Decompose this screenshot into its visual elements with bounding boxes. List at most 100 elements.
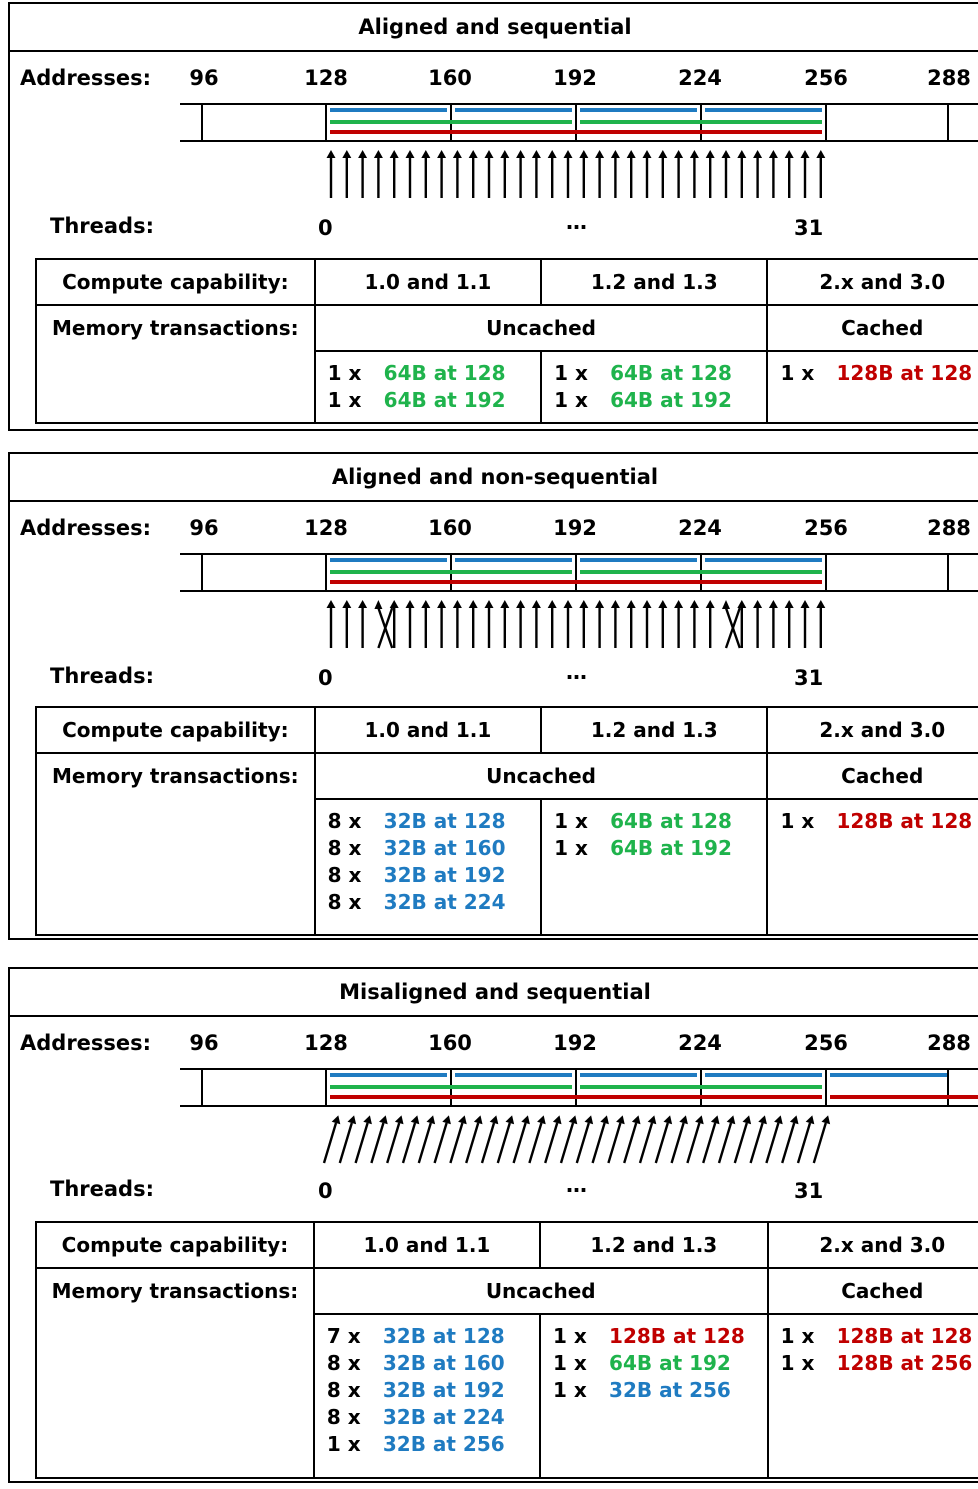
thread-arrow bbox=[528, 1115, 546, 1164]
transaction-size: 32B at 160 bbox=[383, 836, 506, 860]
thread-arrow-head bbox=[626, 600, 636, 608]
address-tick: 96 bbox=[189, 516, 219, 540]
thread-arrow bbox=[563, 150, 573, 198]
transaction-size: 32B at 224 bbox=[383, 890, 506, 914]
cc-2x-30-header: 2.x and 3.0 bbox=[766, 258, 978, 306]
panel-misaligned-sequential: Misaligned and sequential Addresses: 96 … bbox=[8, 967, 978, 1483]
address-tick: 96 bbox=[189, 66, 219, 90]
thread-arrow bbox=[468, 600, 478, 648]
thread-arrow-shaft bbox=[465, 1122, 480, 1164]
thread-arrow-head bbox=[452, 150, 462, 158]
thread-arrow-shaft bbox=[781, 1122, 796, 1164]
transactions-cell: 1 x 128B at 128 1 x 128B at 256 bbox=[766, 1313, 978, 1479]
transaction-multiplier: 1 x bbox=[326, 1432, 361, 1456]
thread-arrow bbox=[500, 150, 510, 198]
thread-arrow-head bbox=[774, 1115, 783, 1125]
thread-arrow-head bbox=[405, 600, 415, 608]
thread-arrow-head bbox=[768, 150, 778, 158]
thread-arrow bbox=[401, 1115, 420, 1164]
panel-title: Misaligned and sequential bbox=[10, 969, 978, 1017]
thread-arrow-head bbox=[410, 1115, 420, 1125]
thread-arrow bbox=[480, 1115, 499, 1164]
thread-arrow-head bbox=[689, 600, 699, 608]
panel-title: Aligned and non-sequential bbox=[10, 454, 978, 502]
transaction-line: 8 x 32B at 192 bbox=[328, 862, 540, 889]
cached-header: Cached bbox=[766, 304, 978, 352]
thread-arrow bbox=[559, 1115, 578, 1164]
transaction-size: 64B at 192 bbox=[609, 1351, 731, 1375]
thread-arrow bbox=[433, 1115, 451, 1164]
transaction-multiplier: 1 x bbox=[780, 1324, 815, 1348]
thread-arrow-head bbox=[616, 1115, 625, 1125]
thread-arrow bbox=[702, 1115, 720, 1164]
thread-arrow bbox=[405, 600, 415, 648]
thread-arrow-shaft bbox=[386, 1122, 401, 1164]
thread-arrow bbox=[642, 150, 652, 198]
thread-arrow-head bbox=[658, 150, 668, 158]
thread-arrow bbox=[322, 1115, 341, 1164]
thread-arrow-head bbox=[373, 150, 383, 158]
compute-capability-header: Compute capability: bbox=[35, 706, 316, 754]
thread-arrow-head bbox=[547, 150, 557, 158]
thread-first-label: 0 bbox=[318, 216, 333, 240]
thread-arrow-shaft bbox=[796, 1122, 812, 1164]
thread-arrow bbox=[623, 1115, 641, 1164]
thread-arrow bbox=[338, 1115, 357, 1164]
thread-arrow-head bbox=[347, 1115, 357, 1125]
thread-arrow-shaft bbox=[449, 1122, 464, 1164]
thread-arrow-head bbox=[552, 1115, 562, 1125]
thread-arrow-head bbox=[405, 150, 415, 158]
thread-arrow bbox=[591, 1115, 609, 1164]
thread-arrow bbox=[610, 150, 620, 198]
thread-arrow bbox=[749, 1115, 767, 1164]
thread-arrow-head bbox=[374, 600, 383, 609]
thread-arrow-head bbox=[500, 150, 510, 158]
transaction-size: 64B at 128 bbox=[383, 361, 506, 385]
thread-arrow bbox=[689, 600, 699, 648]
transaction-size: 64B at 128 bbox=[610, 361, 732, 385]
thread-arrow bbox=[784, 150, 794, 198]
thread-arrow-head bbox=[358, 600, 368, 608]
transaction-size: 64B at 128 bbox=[610, 809, 732, 833]
transaction-size: 32B at 224 bbox=[382, 1405, 505, 1429]
transaction-line: 8 x 32B at 192 bbox=[327, 1377, 539, 1404]
thread-arrow bbox=[575, 1115, 594, 1164]
cached-header: Cached bbox=[766, 752, 978, 800]
thread-arrow bbox=[674, 600, 684, 648]
compute-capability-header: Compute capability: bbox=[35, 1221, 315, 1269]
thread-arrow bbox=[658, 600, 668, 648]
thread-arrow bbox=[579, 600, 589, 648]
transaction-multiplier: 8 x bbox=[326, 1351, 361, 1375]
transaction-line: 1 x 128B at 128 bbox=[780, 360, 978, 387]
thread-arrow bbox=[638, 1115, 657, 1164]
transaction-size: 64B at 192 bbox=[610, 836, 732, 860]
transaction-multiplier: 8 x bbox=[327, 809, 362, 833]
thread-arrow bbox=[705, 150, 715, 198]
transaction-size: 64B at 192 bbox=[383, 388, 506, 412]
transaction-multiplier: 1 x bbox=[553, 1378, 587, 1402]
thread-arrow bbox=[531, 600, 541, 648]
threads-label: Threads: bbox=[50, 214, 154, 238]
thread-arrow bbox=[547, 150, 557, 198]
memory-transactions-header: Memory transactions: bbox=[35, 1267, 315, 1479]
address-tick: 224 bbox=[678, 516, 722, 540]
transaction-line: 8 x 32B at 224 bbox=[327, 1404, 539, 1431]
thread-arrow bbox=[768, 150, 778, 198]
addresses-label: Addresses: bbox=[20, 1031, 152, 1055]
transaction-multiplier: 1 x bbox=[554, 836, 588, 860]
transaction-multiplier: 1 x bbox=[780, 809, 815, 833]
thread-first-label: 0 bbox=[318, 666, 333, 690]
panel-title: Aligned and sequential bbox=[10, 4, 978, 52]
thread-arrow-head bbox=[394, 1115, 404, 1125]
cc-12-13-header: 1.2 and 1.3 bbox=[540, 258, 769, 306]
thread-arrow-head bbox=[610, 600, 620, 608]
memory-strip bbox=[180, 553, 978, 649]
thread-arrow-shaft bbox=[575, 1122, 590, 1164]
thread-arrow bbox=[753, 600, 763, 648]
transactions-cell: 1 x 128B at 128 bbox=[766, 798, 978, 936]
transaction-size: 128B at 128 bbox=[836, 1324, 973, 1348]
thread-arrow-head bbox=[705, 150, 715, 158]
thread-arrow bbox=[421, 600, 431, 648]
thread-arrow-shaft bbox=[559, 1122, 575, 1164]
thread-arrow-head bbox=[595, 600, 605, 608]
